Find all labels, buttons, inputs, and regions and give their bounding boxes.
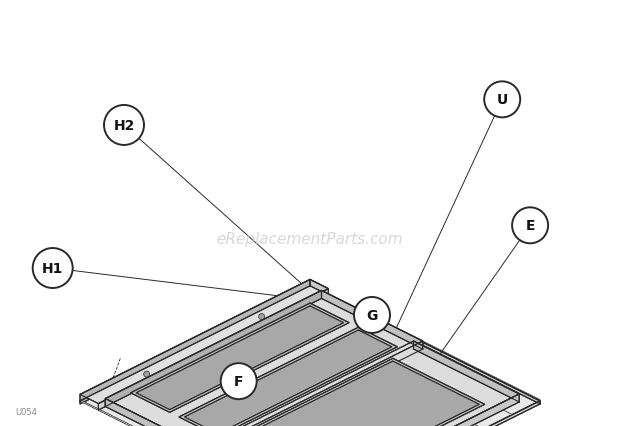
Polygon shape <box>138 371 368 426</box>
Polygon shape <box>80 280 329 404</box>
Polygon shape <box>131 303 349 412</box>
Text: F: F <box>234 374 244 388</box>
Text: E: E <box>525 219 535 233</box>
Text: G: G <box>366 308 378 322</box>
Text: eReplacementParts.com: eReplacementParts.com <box>216 232 404 247</box>
Circle shape <box>484 82 520 118</box>
Polygon shape <box>213 341 520 426</box>
Circle shape <box>221 363 257 399</box>
Polygon shape <box>254 361 479 426</box>
Text: H1: H1 <box>42 262 63 275</box>
Polygon shape <box>179 328 397 426</box>
Polygon shape <box>105 399 206 426</box>
Polygon shape <box>105 291 322 406</box>
Polygon shape <box>80 280 310 401</box>
Polygon shape <box>105 291 423 426</box>
Circle shape <box>144 371 149 377</box>
Polygon shape <box>248 358 485 426</box>
Polygon shape <box>414 341 520 402</box>
Polygon shape <box>310 286 540 404</box>
Polygon shape <box>281 299 512 415</box>
Circle shape <box>512 208 548 244</box>
Circle shape <box>259 314 265 320</box>
Polygon shape <box>99 289 329 410</box>
Text: U054: U054 <box>15 407 37 416</box>
Polygon shape <box>80 286 540 426</box>
Polygon shape <box>224 328 454 426</box>
Polygon shape <box>80 286 310 404</box>
Polygon shape <box>136 306 343 410</box>
Polygon shape <box>166 357 396 426</box>
Polygon shape <box>108 386 339 426</box>
Polygon shape <box>310 401 540 426</box>
Polygon shape <box>319 394 520 426</box>
Polygon shape <box>322 291 423 349</box>
Circle shape <box>33 248 73 288</box>
Text: H2: H2 <box>113 119 135 132</box>
Circle shape <box>104 106 144 146</box>
Polygon shape <box>195 343 425 426</box>
Polygon shape <box>206 341 423 426</box>
Polygon shape <box>80 400 310 426</box>
Text: U: U <box>497 93 508 107</box>
Circle shape <box>354 297 390 333</box>
Polygon shape <box>310 280 329 295</box>
Polygon shape <box>252 314 482 426</box>
Polygon shape <box>184 330 392 426</box>
